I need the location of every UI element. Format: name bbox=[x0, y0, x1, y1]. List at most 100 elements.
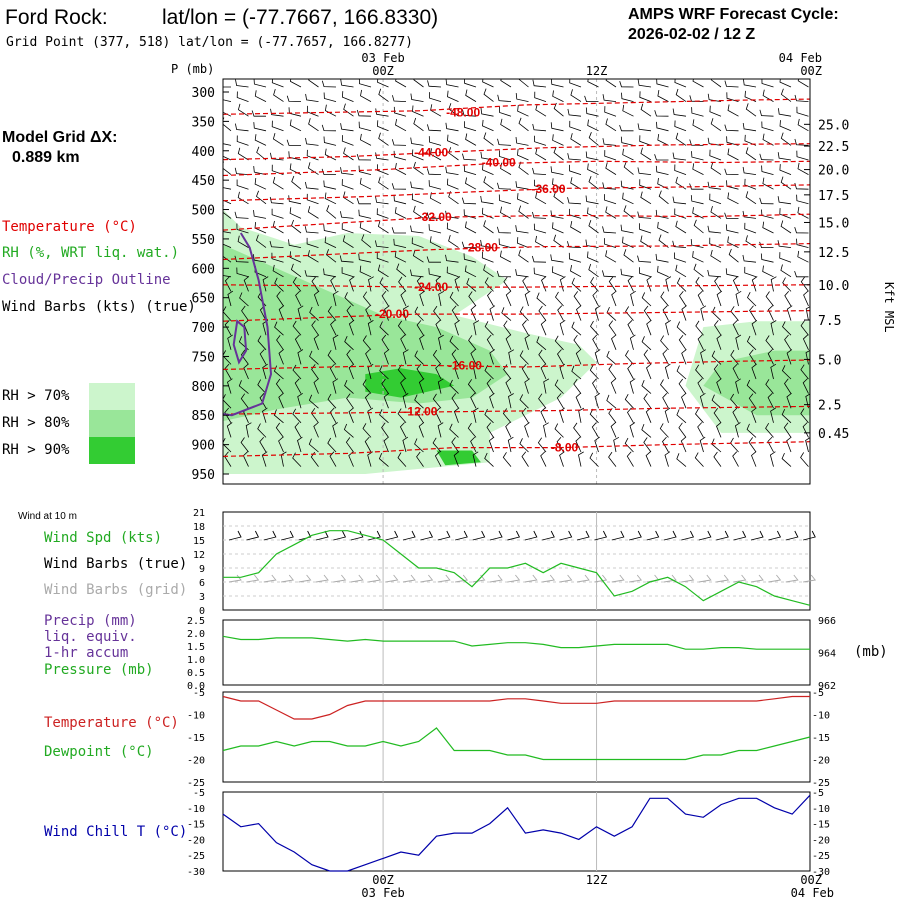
wind-barb bbox=[643, 305, 652, 321]
wind-barb bbox=[223, 143, 232, 146]
wind-barb bbox=[489, 530, 503, 541]
wind-barb bbox=[414, 394, 424, 409]
wind-barb bbox=[329, 407, 337, 423]
pressure-tick-label: 650 bbox=[192, 292, 215, 307]
wind-barb bbox=[375, 196, 389, 205]
wind-barb bbox=[223, 438, 232, 453]
wind-barb bbox=[437, 422, 444, 438]
wind-barb bbox=[236, 267, 249, 278]
pressure-tick-label: 850 bbox=[192, 409, 215, 424]
wind-barb bbox=[522, 276, 529, 292]
wind-barb bbox=[800, 364, 809, 380]
wind-barb bbox=[760, 253, 774, 263]
wind-barb bbox=[589, 408, 599, 424]
wind-barb bbox=[724, 124, 739, 132]
wind-barb bbox=[698, 530, 712, 541]
label-wind-chill: Wind Chill T (°C) bbox=[44, 824, 187, 840]
wind-barb bbox=[573, 422, 582, 438]
wind-barb bbox=[270, 108, 284, 117]
wind-barb bbox=[315, 530, 329, 541]
wind-barb bbox=[505, 334, 512, 350]
wind-barb bbox=[735, 378, 741, 394]
wind-barb bbox=[747, 292, 757, 307]
wind-barb bbox=[496, 226, 512, 234]
wind-barb bbox=[253, 254, 267, 263]
wind-barb bbox=[725, 224, 739, 234]
wind-barb bbox=[309, 350, 319, 365]
wind-barb bbox=[432, 393, 442, 409]
wind-barb bbox=[519, 438, 529, 453]
wind-barb bbox=[695, 276, 704, 292]
wind-barb bbox=[662, 349, 669, 365]
wind-barb bbox=[745, 147, 757, 161]
pressure-tick-label: 500 bbox=[192, 204, 215, 219]
wind-barb bbox=[626, 451, 634, 467]
wind-barb bbox=[707, 93, 722, 102]
wind-barb bbox=[516, 237, 529, 248]
wind-barb bbox=[313, 378, 319, 394]
wind-barb bbox=[344, 336, 354, 351]
wind-barb bbox=[379, 277, 389, 292]
wind-barb bbox=[716, 334, 722, 350]
wind-barb bbox=[288, 151, 302, 161]
wind-barb bbox=[305, 137, 319, 146]
wind-barb bbox=[412, 105, 424, 117]
wind-barb-grid bbox=[716, 574, 730, 583]
wind-barb bbox=[777, 196, 792, 205]
wind-barb bbox=[480, 239, 494, 248]
wind-barb bbox=[707, 225, 722, 234]
wind-barb bbox=[605, 118, 617, 132]
wind-barb-grid bbox=[228, 574, 242, 583]
y-tick-label-right: -25 bbox=[812, 851, 830, 862]
wind-barb bbox=[657, 221, 669, 234]
wind-barb bbox=[275, 378, 284, 394]
wind-barb bbox=[594, 530, 608, 541]
wind-barb bbox=[707, 137, 722, 146]
cloud-outline bbox=[222, 232, 273, 417]
wind-barb bbox=[553, 102, 564, 117]
wind-barb bbox=[413, 117, 424, 132]
wind-barb bbox=[483, 264, 494, 278]
wind-barb-grid bbox=[594, 574, 608, 583]
wind-barb bbox=[742, 210, 757, 219]
wind-barb bbox=[693, 263, 704, 278]
y-tick-label: 2.0 bbox=[187, 629, 205, 640]
wind-barb bbox=[550, 210, 564, 219]
wind-barb bbox=[356, 109, 372, 117]
wind-barb bbox=[483, 220, 494, 234]
wind-barb bbox=[805, 437, 810, 453]
wind-barb bbox=[622, 192, 634, 205]
wind-barb bbox=[223, 350, 232, 365]
wind-barb bbox=[223, 161, 232, 175]
wind-barb bbox=[725, 268, 739, 278]
wind-barb bbox=[256, 190, 267, 205]
wind-barb bbox=[676, 409, 687, 424]
wind-barb bbox=[237, 191, 249, 205]
wind-barb bbox=[501, 307, 512, 321]
wind-barb bbox=[535, 103, 547, 117]
wind-barb bbox=[639, 135, 652, 146]
y-tick-label: 12 bbox=[193, 550, 205, 561]
wind-barb bbox=[542, 530, 555, 541]
panel-frame bbox=[222, 619, 811, 686]
wind-barb bbox=[620, 268, 634, 278]
wind-barb bbox=[403, 305, 409, 321]
wind-barb bbox=[278, 436, 284, 453]
wind-barb bbox=[356, 153, 372, 161]
wind-barb bbox=[228, 530, 242, 541]
wind-barb bbox=[435, 319, 442, 336]
wind-barb bbox=[243, 363, 249, 380]
wind-barb bbox=[426, 168, 442, 175]
wind-barb bbox=[749, 305, 757, 321]
wind-barb bbox=[675, 264, 687, 278]
y-tick-label: -30 bbox=[187, 867, 205, 878]
y-tick-label: 2.5 bbox=[187, 616, 205, 627]
y-tick-label: 9 bbox=[199, 564, 205, 575]
wind-barb bbox=[349, 276, 355, 292]
wind-barb bbox=[411, 193, 424, 205]
wind-barb bbox=[697, 422, 704, 438]
wind-barb bbox=[486, 378, 494, 394]
wind-barb bbox=[769, 451, 776, 467]
wind-barb bbox=[699, 436, 706, 453]
wind-barb bbox=[257, 423, 267, 438]
